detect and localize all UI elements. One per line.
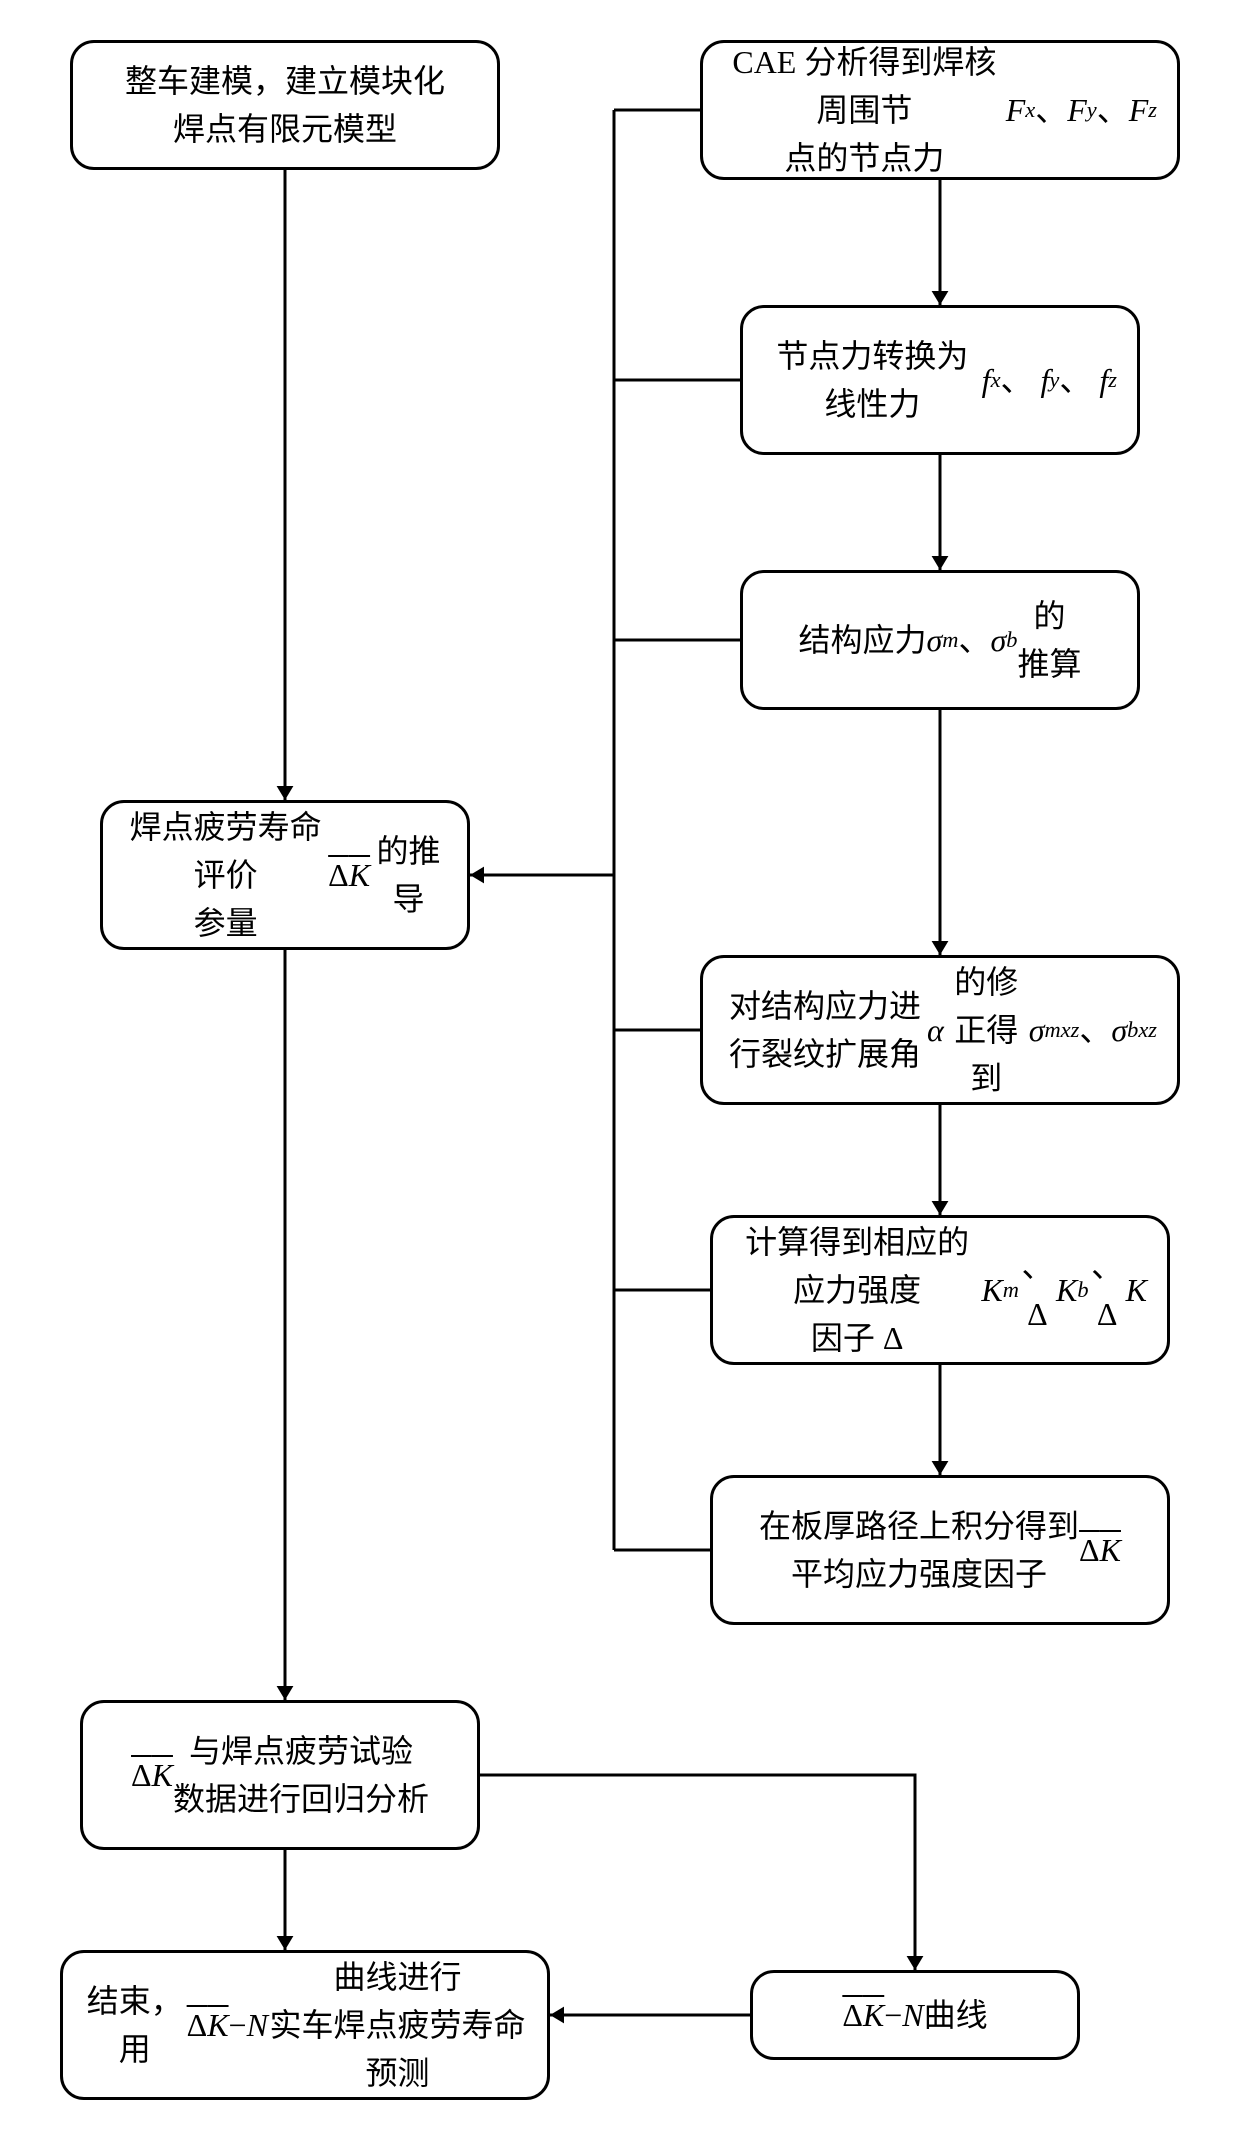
node-n7: 计算得到相应的应力强度因子 ΔKm、ΔKb、ΔK	[710, 1215, 1170, 1365]
arrowhead-e_n3_n4	[932, 556, 949, 570]
arrowhead-e_n5_n9	[277, 1686, 294, 1700]
arrowhead-e_n2_n3	[932, 291, 949, 305]
node-n6: 对结构应力进行裂纹扩展角α 的修正得到 σmxz、σbxz	[700, 955, 1180, 1105]
arrowhead-e_n1_n5	[277, 786, 294, 800]
node-n1: 整车建模，建立模块化焊点有限元模型	[70, 40, 500, 170]
arrowhead-e_n7_n8	[932, 1461, 949, 1475]
arrowhead-e_n9_n11	[277, 1936, 294, 1950]
edge-e_n9_n10	[480, 1775, 915, 1970]
node-n2: CAE 分析得到焊核周围节点的节点力 Fx、Fy、Fz	[700, 40, 1180, 180]
arrowhead-bus_to_n5	[470, 867, 484, 884]
node-n5: 焊点疲劳寿命评价参量 ΔK 的推导	[100, 800, 470, 950]
node-n9: ΔK 与焊点疲劳试验数据进行回归分析	[80, 1700, 480, 1850]
node-n3: 节点力转换为线性力fx、 fy、 fz	[740, 305, 1140, 455]
node-n11: 结束，用 ΔK − N 曲线进行实车焊点疲劳寿命预测	[60, 1950, 550, 2100]
arrowhead-e_n6_n7	[932, 1201, 949, 1215]
arrowhead-e_n10_n11	[550, 2007, 564, 2024]
arrowhead-e_n9_n10	[907, 1956, 924, 1970]
arrowhead-e_n4_n6	[932, 941, 949, 955]
node-n4: 结构应力 σm、σb 的推算	[740, 570, 1140, 710]
node-n10: ΔK − N 曲线	[750, 1970, 1080, 2060]
node-n8: 在板厚路径上积分得到平均应力强度因子 ΔK	[710, 1475, 1170, 1625]
